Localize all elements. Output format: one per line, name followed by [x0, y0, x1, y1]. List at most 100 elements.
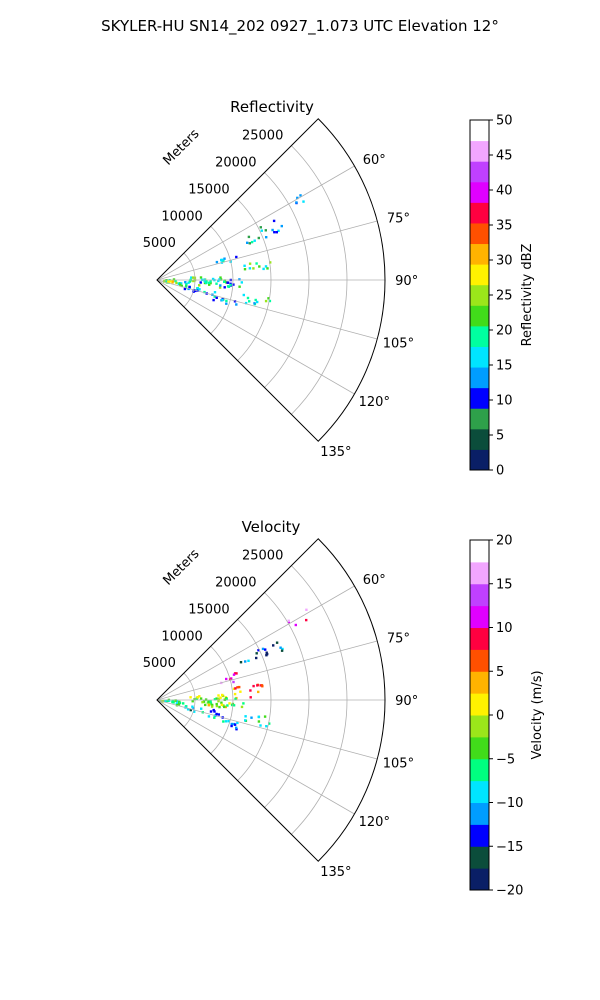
echo-region [239, 641, 284, 664]
reflectivity-radial-axis-label: Meters [161, 126, 203, 168]
colorbar-swatch [470, 284, 489, 306]
reflectivity-colorbar: 0 5 10 15 20 25 30 35 40 45 50 [469, 114, 513, 479]
colorbar-tick-label: 20 [496, 324, 513, 339]
colorbar-tick-label: 50 [496, 114, 513, 129]
echo-region [295, 194, 305, 205]
colorbar-tick-label: 10 [496, 394, 513, 409]
colorbar-tick-label: 10 [496, 621, 513, 636]
radial-tick-label: 25000 [242, 129, 283, 144]
azimuth-tick-label: 75° [387, 211, 410, 226]
reflectivity-frame [156, 118, 386, 442]
azimuth-tick-label: 120° [359, 815, 390, 830]
reflectivity-grid [156, 145, 385, 442]
reflectivity-azimuth-ticks: 60° 75° 90° 105° 120° 135° [320, 153, 418, 460]
colorbar-swatch [470, 649, 489, 672]
radial-tick-label: 10000 [161, 629, 202, 644]
velocity-frame [156, 538, 386, 862]
figure-title: SKYLER-HU SN14_202 0927_1.073 UTC Elevat… [101, 17, 499, 36]
azimuth-tick-label: 90° [395, 694, 418, 709]
radial-tick-label: 20000 [215, 156, 256, 171]
radial-tick-label: 5000 [143, 656, 176, 671]
colorbar-swatch [470, 367, 489, 389]
colorbar-swatch [470, 540, 489, 563]
colorbar-tick-label: 20 [496, 534, 513, 549]
echo-region [244, 715, 271, 728]
reflectivity-radial-ticks: 5000 10000 15000 20000 25000 [143, 129, 284, 251]
colorbar-swatch [470, 605, 489, 629]
azimuth-tick-label: 120° [359, 395, 390, 410]
echo-region [287, 608, 308, 627]
radial-tick-label: 5000 [143, 236, 176, 251]
colorbar-tick-label: −10 [496, 796, 523, 811]
azimuth-tick-label: 90° [395, 274, 418, 289]
azimuth-tick-label: 60° [363, 573, 386, 588]
echo-region [246, 219, 283, 245]
reflectivity-title: Reflectivity [230, 98, 314, 116]
colorbar-tick-label: 0 [496, 709, 504, 724]
echo-region [232, 683, 264, 700]
colorbar-tick-label: −5 [496, 752, 515, 767]
azimuth-tick-label: 135° [320, 865, 351, 880]
colorbar-tick-label: −15 [496, 840, 523, 855]
colorbar-tick-label: 15 [496, 577, 513, 592]
colorbar-swatch [470, 715, 489, 738]
colorbar-swatch [470, 583, 489, 607]
colorbar-swatch [470, 140, 489, 162]
colorbar-tick-label: 15 [496, 359, 513, 374]
colorbar-swatch [470, 408, 489, 430]
colorbar-swatch [470, 627, 489, 650]
colorbar-swatch [470, 202, 489, 224]
colorbar-tick-label: 45 [496, 149, 513, 164]
velocity-title: Velocity [242, 518, 301, 536]
azimuth-gridline [156, 279, 378, 340]
radial-tick-label: 20000 [215, 576, 256, 591]
colorbar-tick-label: 30 [496, 254, 513, 269]
azimuth-tick-label: 60° [363, 153, 386, 168]
velocity-radial-axis-label: Meters [161, 546, 203, 588]
reflectivity-colorbar-label: Reflectivity dBZ [520, 244, 535, 347]
colorbar-swatch [470, 181, 489, 203]
colorbar-swatch [470, 325, 489, 347]
colorbar-tick-label: 25 [496, 289, 513, 304]
velocity-echoes [159, 608, 308, 731]
echo-region [215, 255, 238, 264]
colorbar-tick-label: 0 [496, 464, 504, 479]
colorbar-tick-label: 35 [496, 219, 513, 234]
colorbar-tick-label: 5 [496, 665, 504, 680]
echo-region [242, 293, 272, 306]
colorbar-swatch [470, 693, 489, 716]
colorbar-swatch [470, 824, 489, 847]
colorbar-swatch [470, 736, 489, 760]
colorbar-swatch [470, 802, 489, 825]
colorbar-swatch [470, 222, 489, 245]
colorbar-swatch [470, 305, 489, 327]
colorbar-swatch [470, 346, 489, 368]
colorbar-swatch [470, 561, 489, 585]
azimuth-gridline [156, 585, 355, 701]
colorbar-swatch [470, 868, 489, 891]
colorbar-swatch [470, 846, 489, 869]
radial-tick-label: 10000 [161, 209, 202, 224]
velocity-colorbar: −20 −15 −10 −5 0 5 10 15 20 [469, 534, 523, 899]
azimuth-gridline [156, 165, 355, 281]
colorbar-swatch [470, 758, 489, 782]
echo-region [177, 281, 188, 288]
radial-tick-label: 25000 [242, 549, 283, 564]
colorbar-swatch [470, 161, 489, 183]
colorbar-swatch [470, 671, 489, 694]
echo-region [221, 716, 239, 731]
colorbar-tick-label: −20 [496, 884, 523, 899]
azimuth-gridline [156, 220, 378, 281]
colorbar-swatch [470, 428, 489, 450]
colorbar-swatch [470, 120, 489, 142]
azimuth-gridline [156, 699, 355, 815]
colorbar-swatch [470, 780, 489, 804]
velocity-azimuth-ticks: 60° 75° 90° 105° 120° 135° [320, 573, 418, 880]
azimuth-gridline [156, 640, 378, 701]
azimuth-tick-label: 105° [383, 757, 414, 772]
colorbar-swatch [470, 449, 489, 471]
reflectivity-panel: Reflectivity Meters 5000 10000 15000 20000 2… [143, 98, 535, 479]
azimuth-gridline [156, 699, 378, 760]
azimuth-gridline [156, 279, 355, 395]
